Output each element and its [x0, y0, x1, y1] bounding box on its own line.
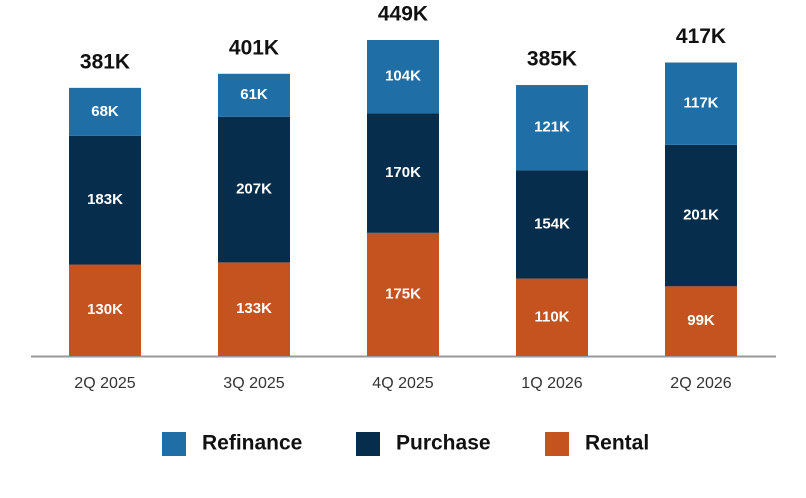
legend-label: Purchase: [396, 432, 491, 455]
bar-segment: [367, 113, 439, 233]
bar-segment: [516, 85, 588, 171]
bar-segment: [69, 135, 141, 265]
data-label: 121K: [534, 119, 570, 136]
data-label: 130K: [87, 301, 123, 318]
bar-segment: [665, 286, 737, 356]
x-tick-label: 4Q 2025: [372, 375, 433, 392]
bar-segment: [218, 116, 290, 263]
x-tick-label: 1Q 2026: [521, 375, 582, 392]
data-label: 183K: [87, 191, 123, 208]
legend-swatch: [545, 432, 569, 456]
data-label: 201K: [683, 207, 719, 224]
bar-segment: [665, 62, 737, 145]
legend-swatch: [162, 432, 186, 456]
total-label: 401K: [229, 36, 279, 59]
data-label: 99K: [687, 312, 715, 329]
bar-segment: [218, 262, 290, 356]
legend-label: Rental: [585, 432, 649, 455]
data-label: 104K: [385, 68, 421, 85]
total-label: 449K: [378, 3, 428, 26]
data-label: 68K: [91, 103, 119, 120]
bar-segment: [516, 278, 588, 356]
legend-label: Refinance: [202, 432, 302, 455]
bar-segment: [218, 73, 290, 117]
legend-swatch: [356, 432, 380, 456]
bar-segment: [665, 144, 737, 287]
x-tick-label: 3Q 2025: [223, 375, 284, 392]
bar-segment: [516, 170, 588, 279]
data-label: 61K: [240, 86, 268, 103]
data-label: 117K: [683, 95, 718, 112]
x-tick-label: 2Q 2026: [670, 375, 731, 392]
bar-segment: [69, 264, 141, 356]
data-label: 110K: [534, 308, 569, 325]
total-label: 381K: [80, 50, 130, 73]
data-label: 133K: [236, 300, 272, 317]
bar-segment: [367, 40, 439, 114]
bar-segment: [69, 87, 141, 136]
data-label: 175K: [385, 285, 421, 302]
total-label: 385K: [527, 48, 577, 71]
data-label: 154K: [534, 215, 570, 232]
bar-segment: [367, 232, 439, 356]
data-label: 170K: [385, 164, 421, 181]
x-tick-label: 2Q 2025: [74, 375, 135, 392]
data-label: 207K: [236, 181, 272, 198]
total-label: 417K: [676, 25, 726, 48]
